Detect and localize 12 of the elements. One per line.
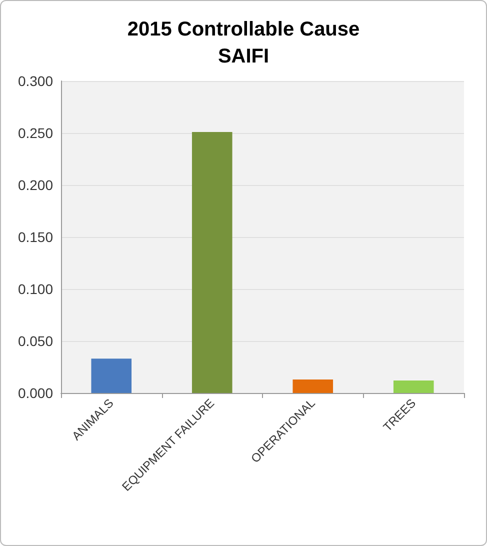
chart-title: 2015 Controllable Cause SAIFI <box>127 18 360 68</box>
y-tick-label: 0.050 <box>18 333 54 349</box>
bar <box>91 358 132 393</box>
bar <box>292 379 334 393</box>
y-tick-label: 0.300 <box>18 73 54 89</box>
y-tick-label: 0.000 <box>18 385 54 401</box>
y-tick-label: 0.200 <box>18 177 54 193</box>
bar <box>393 380 434 393</box>
y-tick-label: 0.100 <box>18 281 54 297</box>
bar <box>192 132 232 393</box>
y-tick-label: 0.250 <box>18 125 54 141</box>
y-tick-label: 0.150 <box>18 229 54 245</box>
